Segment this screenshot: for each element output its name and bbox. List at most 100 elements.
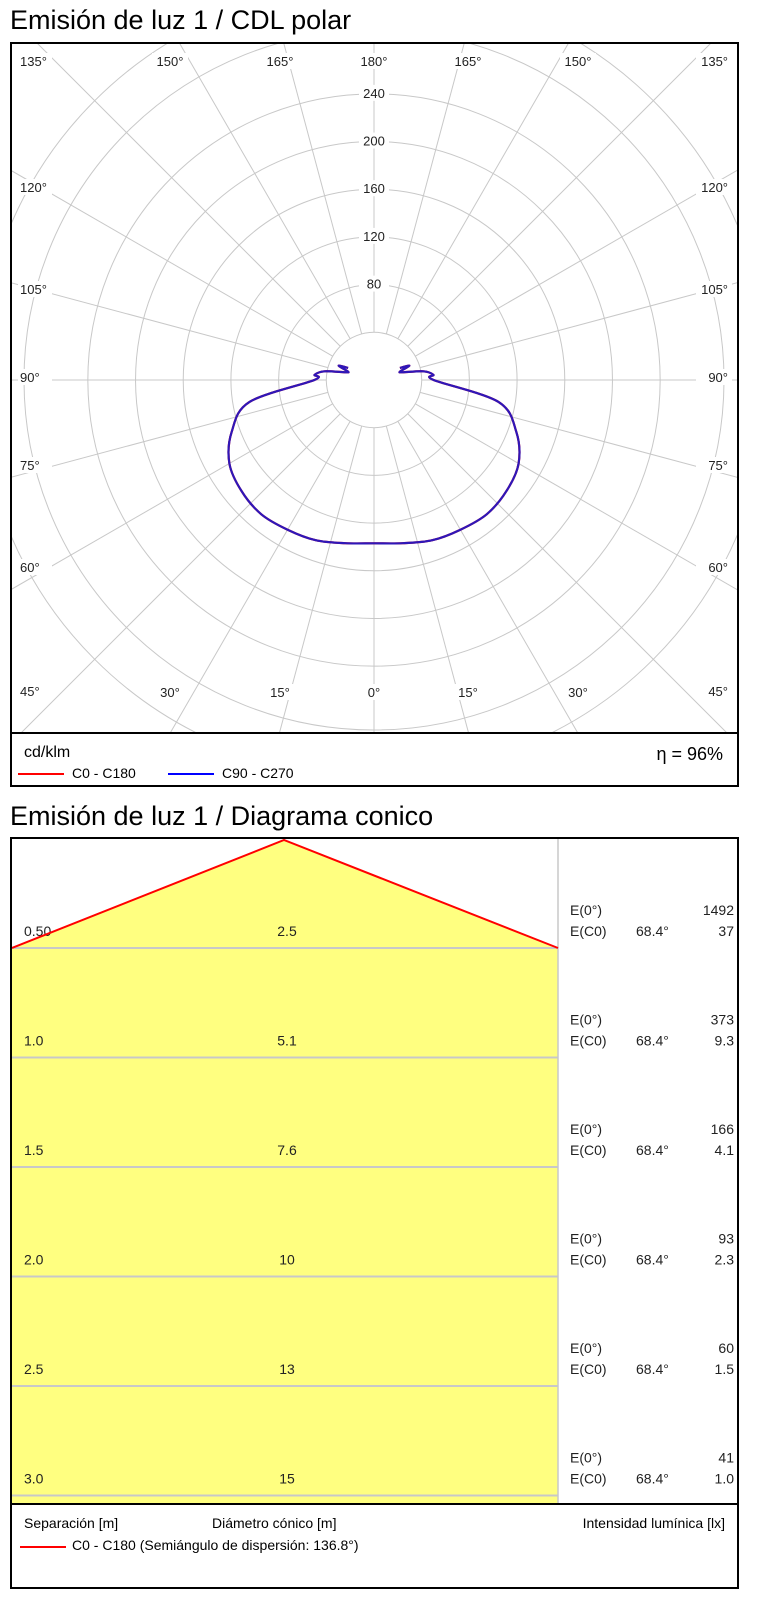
angle-label-left: 60° bbox=[20, 560, 40, 575]
ec0-label: E(C0) bbox=[570, 1361, 607, 1377]
angle-label-top: 165° bbox=[455, 54, 482, 69]
intensity-label: Intensidad lumínica [lx] bbox=[583, 1515, 725, 1531]
ec0-value: 4.1 bbox=[715, 1142, 735, 1158]
grid-spoke bbox=[12, 44, 333, 356]
e0-value: 93 bbox=[718, 1231, 734, 1247]
cone-fill-area bbox=[12, 948, 558, 1503]
angle-label-right: 90° bbox=[708, 370, 728, 385]
cone-chart-panel: 0.50 2.5 E(0°) 1492 E(C0) 68.4° 37 1.0 5.1 E(0°) 3… bbox=[10, 837, 739, 1589]
radial-tick-label: 80 bbox=[367, 277, 381, 292]
angle-label-top: 165° bbox=[267, 54, 294, 69]
cone-legend-label: C0 - C180 (Semiángulo de dispersión: 136… bbox=[72, 1537, 359, 1553]
ec0-label: E(C0) bbox=[570, 1033, 607, 1049]
cone-legend: Separación [m] Diámetro cónico [m] Inten… bbox=[12, 1503, 737, 1591]
ec0-angle: 68.4° bbox=[636, 923, 669, 939]
ec0-label: E(C0) bbox=[570, 923, 607, 939]
e0-label: E(0°) bbox=[570, 1231, 602, 1247]
e0-value: 1492 bbox=[703, 902, 734, 918]
e0-label: E(0°) bbox=[570, 902, 602, 918]
grid-spoke bbox=[141, 44, 362, 334]
polar-chart: 80 120 160 200 240 135° 120° 105° 90° 75° 60° 45° 13… bbox=[12, 44, 737, 732]
diameter-value: 2.5 bbox=[277, 923, 297, 939]
cone-legend-swatch bbox=[20, 1546, 66, 1548]
angle-label-bottom: 15° bbox=[458, 685, 478, 700]
angle-label-right: 120° bbox=[701, 180, 728, 195]
angle-label-right: 45° bbox=[708, 684, 728, 699]
legend-swatch-c0 bbox=[18, 773, 64, 775]
grid-spoke bbox=[12, 44, 340, 346]
e0-value: 166 bbox=[711, 1121, 735, 1137]
ec0-label: E(C0) bbox=[570, 1471, 607, 1487]
diameter-value: 7.6 bbox=[277, 1142, 297, 1158]
diameter-value: 10 bbox=[279, 1252, 295, 1268]
e0-label: E(0°) bbox=[570, 1121, 602, 1137]
efficiency-label: η = 96% bbox=[656, 744, 723, 765]
angle-label-top: 150° bbox=[565, 54, 592, 69]
angle-label-left: 75° bbox=[20, 458, 40, 473]
radial-tick-label: 240 bbox=[363, 86, 385, 101]
polar-title: Emisión de luz 1 / CDL polar bbox=[10, 4, 351, 36]
legend-label-c90: C90 - C270 bbox=[222, 765, 294, 781]
angle-label-bottom: 0° bbox=[368, 685, 380, 700]
radial-tick-label: 160 bbox=[363, 181, 385, 196]
e0-label: E(0°) bbox=[570, 1450, 602, 1466]
cone-diagram-group: 0.50 2.5 E(0°) 1492 E(C0) 68.4° 37 1.0 5.1 E(0°) 3… bbox=[12, 839, 734, 1503]
ec0-value: 1.5 bbox=[715, 1361, 735, 1377]
radial-tick-label: 120 bbox=[363, 229, 385, 244]
angle-label-right: 75° bbox=[708, 458, 728, 473]
angle-label-top: 180° bbox=[361, 54, 388, 69]
grid-spoke bbox=[12, 404, 333, 732]
cone-diagram: 0.50 2.5 E(0°) 1492 E(C0) 68.4° 37 1.0 5.1 E(0°) 3… bbox=[12, 839, 737, 1503]
angle-label-bottom: 30° bbox=[160, 685, 180, 700]
polar-legend: cd/klm η = 96% C0 - C180 C90 - C270 bbox=[12, 732, 737, 789]
ec0-value: 2.3 bbox=[715, 1252, 735, 1268]
polar-grid: 80 120 160 200 240 135° 120° 105° 90° 75° 60° 45° 13… bbox=[12, 44, 737, 732]
ec0-value: 37 bbox=[718, 923, 734, 939]
diameter-value: 5.1 bbox=[277, 1033, 297, 1049]
ec0-label: E(C0) bbox=[570, 1252, 607, 1268]
separation-label: Separación [m] bbox=[24, 1515, 118, 1531]
ec0-angle: 68.4° bbox=[636, 1142, 669, 1158]
e0-value: 373 bbox=[711, 1012, 735, 1028]
unit-label: cd/klm bbox=[24, 744, 70, 762]
ec0-angle: 68.4° bbox=[636, 1033, 669, 1049]
angle-label-bottom: 15° bbox=[270, 685, 290, 700]
separation-value: 2.0 bbox=[24, 1252, 44, 1268]
radial-tick-label: 200 bbox=[363, 134, 385, 149]
e0-label: E(0°) bbox=[570, 1340, 602, 1356]
angle-label-left: 135° bbox=[20, 54, 47, 69]
separation-value: 0.50 bbox=[24, 923, 51, 939]
cone-title: Emisión de luz 1 / Diagrama conico bbox=[10, 800, 433, 832]
ec0-angle: 68.4° bbox=[636, 1471, 669, 1487]
diameter-value: 13 bbox=[279, 1361, 295, 1377]
angle-label-right: 135° bbox=[701, 54, 728, 69]
angle-label-left: 45° bbox=[20, 684, 40, 699]
polar-chart-panel: 80 120 160 200 240 135° 120° 105° 90° 75° 60° 45° 13… bbox=[10, 42, 739, 787]
grid-circle bbox=[326, 332, 421, 427]
separation-value: 3.0 bbox=[24, 1471, 44, 1487]
angle-label-right: 105° bbox=[701, 282, 728, 297]
ec0-angle: 68.4° bbox=[636, 1252, 669, 1268]
ec0-label: E(C0) bbox=[570, 1142, 607, 1158]
ec0-angle: 68.4° bbox=[636, 1361, 669, 1377]
e0-value: 60 bbox=[718, 1340, 734, 1356]
angle-label-right: 60° bbox=[708, 560, 728, 575]
e0-label: E(0°) bbox=[570, 1012, 602, 1028]
ec0-value: 9.3 bbox=[715, 1033, 735, 1049]
separation-value: 2.5 bbox=[24, 1361, 44, 1377]
angle-label-top: 150° bbox=[157, 54, 184, 69]
grid-spoke bbox=[408, 44, 737, 346]
legend-swatch-c90 bbox=[168, 773, 214, 775]
ec0-value: 1.0 bbox=[715, 1471, 735, 1487]
grid-spoke bbox=[415, 44, 737, 356]
angle-label-left: 90° bbox=[20, 370, 40, 385]
separation-value: 1.0 bbox=[24, 1033, 44, 1049]
separation-value: 1.5 bbox=[24, 1142, 44, 1158]
angle-label-left: 120° bbox=[20, 180, 47, 195]
grid-spoke bbox=[386, 44, 607, 334]
angle-label-left: 105° bbox=[20, 282, 47, 297]
diameter-label: Diámetro cónico [m] bbox=[212, 1515, 336, 1531]
e0-value: 41 bbox=[718, 1450, 734, 1466]
legend-label-c0: C0 - C180 bbox=[72, 765, 136, 781]
grid-spoke bbox=[415, 404, 737, 732]
